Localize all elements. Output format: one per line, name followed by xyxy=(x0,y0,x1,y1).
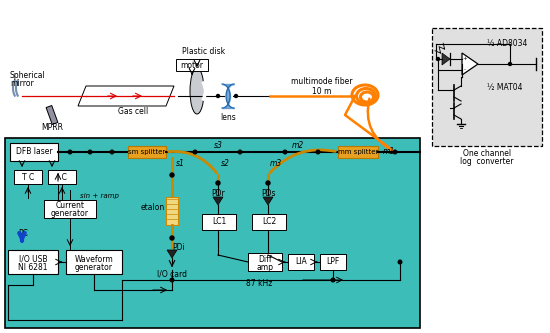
Ellipse shape xyxy=(190,68,204,114)
Text: DFB laser: DFB laser xyxy=(16,148,52,157)
Text: LIA: LIA xyxy=(295,257,307,266)
Text: Current: Current xyxy=(56,201,85,210)
Bar xyxy=(252,214,286,230)
Bar xyxy=(288,254,314,270)
Text: PDs: PDs xyxy=(261,188,275,197)
Bar xyxy=(166,197,178,225)
Text: motor: motor xyxy=(180,61,204,70)
Bar xyxy=(432,28,542,146)
Circle shape xyxy=(170,278,174,282)
Circle shape xyxy=(283,150,287,154)
Bar xyxy=(338,146,378,158)
Polygon shape xyxy=(462,53,478,75)
Text: NI 6281: NI 6281 xyxy=(18,262,48,271)
Circle shape xyxy=(398,260,402,264)
Text: s2: s2 xyxy=(221,159,230,167)
Circle shape xyxy=(234,95,238,98)
Text: PC: PC xyxy=(18,229,28,238)
Text: LC1: LC1 xyxy=(212,217,226,226)
Text: etalon: etalon xyxy=(141,202,165,211)
Text: -: - xyxy=(464,68,466,73)
Text: m2: m2 xyxy=(292,141,304,150)
Text: lens: lens xyxy=(220,114,236,123)
Text: LPF: LPF xyxy=(326,257,340,266)
Bar xyxy=(14,170,42,184)
Text: s3: s3 xyxy=(213,141,222,150)
Circle shape xyxy=(88,150,92,154)
Bar xyxy=(10,143,58,161)
Text: PDr: PDr xyxy=(211,188,225,197)
Text: ½ AD8034: ½ AD8034 xyxy=(487,40,527,49)
Circle shape xyxy=(331,278,335,282)
Polygon shape xyxy=(78,86,174,106)
Polygon shape xyxy=(46,106,58,125)
Circle shape xyxy=(110,150,114,154)
Text: PDi: PDi xyxy=(172,242,185,251)
Text: 87 kHz: 87 kHz xyxy=(246,278,272,287)
Circle shape xyxy=(238,150,242,154)
Text: s1: s1 xyxy=(176,159,185,167)
Circle shape xyxy=(393,150,397,154)
Bar xyxy=(48,170,76,184)
Text: MPRR: MPRR xyxy=(41,123,63,132)
Text: amp: amp xyxy=(256,262,273,271)
Bar xyxy=(248,253,282,271)
Bar xyxy=(128,146,166,158)
Text: I/O card: I/O card xyxy=(157,269,187,278)
Text: generator: generator xyxy=(51,208,89,217)
Polygon shape xyxy=(263,197,273,205)
Text: sin + ramp: sin + ramp xyxy=(80,193,119,199)
Text: mirror: mirror xyxy=(10,79,34,88)
Text: One channel: One channel xyxy=(463,149,511,158)
Text: multimode fiber: multimode fiber xyxy=(292,78,353,87)
Circle shape xyxy=(68,150,72,154)
Text: 10 m: 10 m xyxy=(312,87,332,96)
Text: Plastic disk: Plastic disk xyxy=(183,48,226,57)
Text: sm splitter: sm splitter xyxy=(128,149,166,155)
Text: Spherical: Spherical xyxy=(10,72,46,81)
Bar xyxy=(202,214,236,230)
Text: I/O USB: I/O USB xyxy=(19,254,47,263)
Text: log  converter: log converter xyxy=(460,157,514,166)
Polygon shape xyxy=(442,53,450,65)
Polygon shape xyxy=(213,197,223,205)
Bar xyxy=(8,250,58,274)
Text: mm splitter: mm splitter xyxy=(338,149,378,155)
Text: m3: m3 xyxy=(270,159,282,167)
Text: LC2: LC2 xyxy=(262,217,276,226)
Circle shape xyxy=(316,150,320,154)
Circle shape xyxy=(509,63,512,66)
Text: Waveform: Waveform xyxy=(75,254,113,263)
Circle shape xyxy=(170,173,174,177)
Circle shape xyxy=(170,236,174,240)
Text: ½ MAT04: ½ MAT04 xyxy=(487,84,522,93)
Circle shape xyxy=(437,58,439,61)
Bar xyxy=(66,250,122,274)
Text: m1: m1 xyxy=(383,148,395,157)
Circle shape xyxy=(216,181,220,185)
Circle shape xyxy=(266,181,270,185)
Bar xyxy=(5,138,420,328)
Text: Gas cell: Gas cell xyxy=(118,108,148,117)
Bar xyxy=(320,254,346,270)
Bar xyxy=(176,59,208,71)
Text: T C: T C xyxy=(22,172,34,181)
Text: generator: generator xyxy=(75,262,113,271)
Text: +: + xyxy=(463,56,468,61)
Circle shape xyxy=(193,150,197,154)
Bar xyxy=(44,200,96,218)
Text: I C: I C xyxy=(57,172,67,181)
Text: Diff: Diff xyxy=(258,254,272,263)
Polygon shape xyxy=(167,250,177,258)
Circle shape xyxy=(217,95,219,98)
